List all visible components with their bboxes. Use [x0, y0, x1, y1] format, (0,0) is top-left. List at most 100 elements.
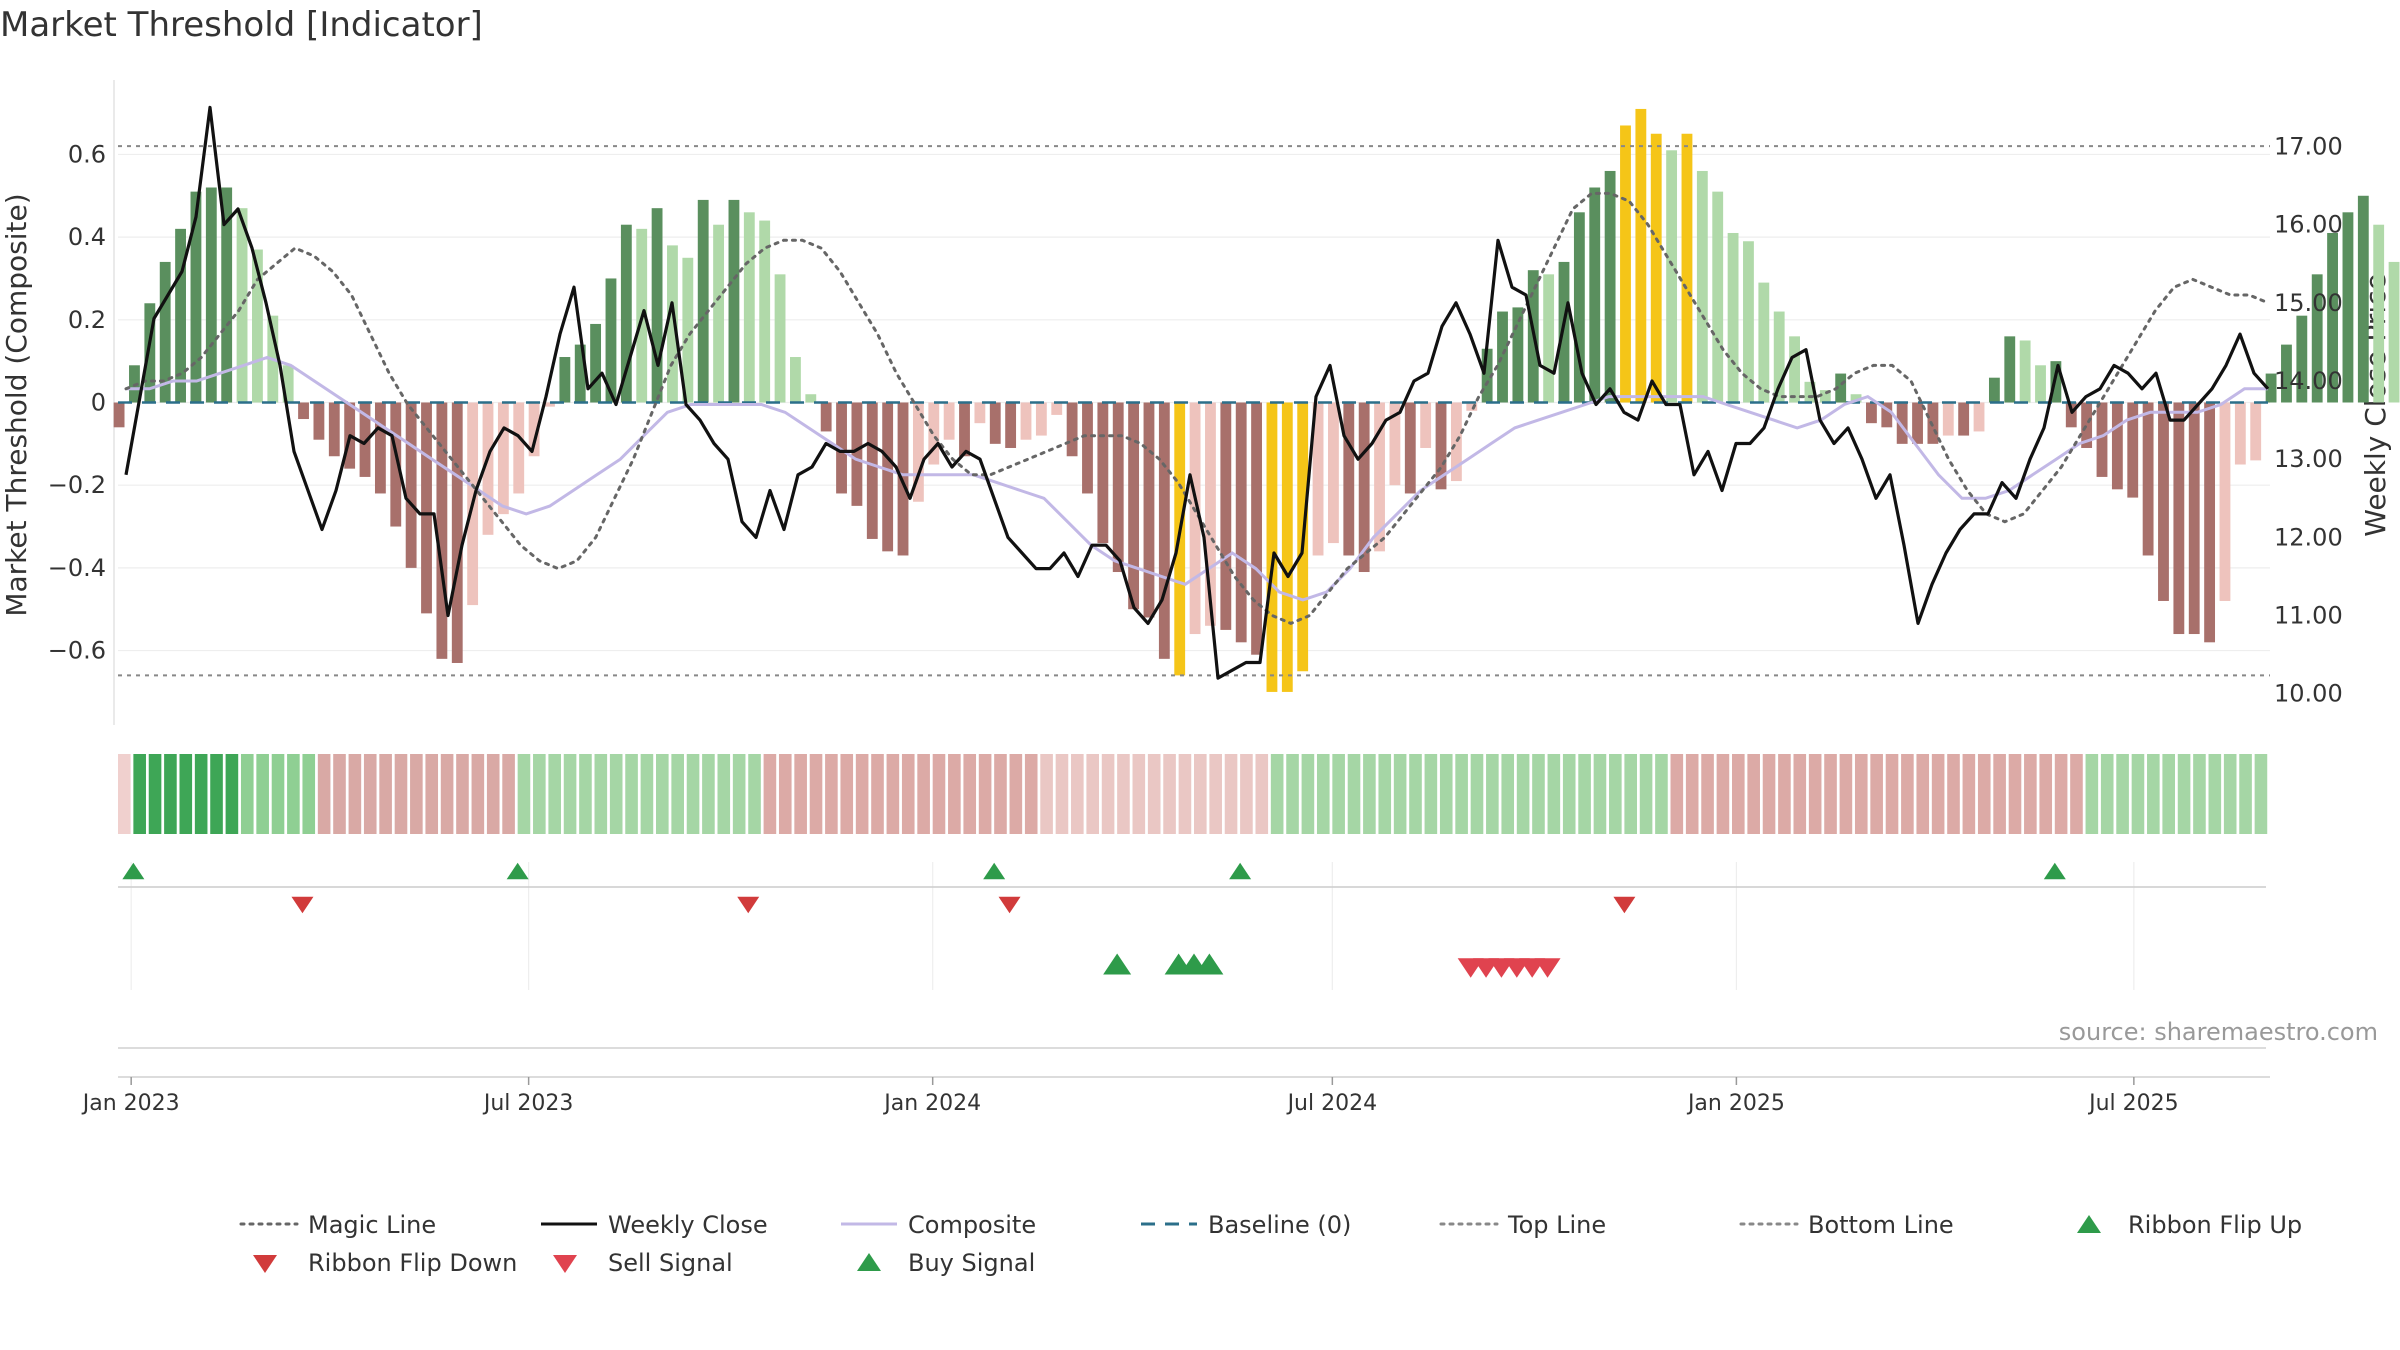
composite-bar [774, 274, 786, 403]
composite-bar [989, 402, 1001, 444]
ribbon-cell [656, 754, 669, 834]
x-tick-label: Jan 2025 [1686, 1091, 1785, 1116]
composite-bar [2342, 212, 2354, 403]
ribbon-cell [317, 754, 331, 834]
ribbon-cell [994, 754, 1007, 834]
ribbon-cell [2039, 754, 2053, 834]
composite-bar [405, 402, 417, 568]
composite-bar [221, 187, 233, 403]
ribbon-cell [1655, 754, 1668, 834]
y-tick-label-left: −0.4 [48, 554, 106, 582]
ribbon-cell [2070, 754, 2083, 834]
composite-bar [313, 402, 325, 440]
y-tick-label-right: 10.00 [2274, 680, 2343, 708]
ribbon-cell [148, 754, 162, 834]
composite-bar [1343, 402, 1355, 556]
ribbon-cell [1132, 754, 1146, 834]
legend-label: Top Line [1507, 1211, 1606, 1239]
ribbon-cell [1486, 754, 1499, 834]
x-tick-label: Jul 2024 [1286, 1091, 1378, 1116]
ribbon-cell [686, 754, 700, 834]
composite-bar [1819, 390, 1831, 403]
composite-bar [912, 402, 924, 502]
ribbon-cell [1024, 754, 1038, 834]
composite-bar [743, 212, 755, 403]
composite-bar [113, 402, 125, 428]
ribbon-cell [1270, 754, 1284, 834]
ribbon-cell [164, 754, 177, 834]
legend-label: Composite [908, 1211, 1036, 1239]
composite-bar [1189, 402, 1201, 635]
ribbon-cell [410, 754, 423, 834]
ribbon-cell [1716, 754, 1730, 834]
composite-bar [1051, 402, 1063, 415]
composite-bar [559, 357, 571, 403]
ribbon-cell [871, 754, 884, 834]
ribbon-cell [1839, 754, 1853, 834]
composite-bar [820, 402, 832, 432]
ribbon-cell [2254, 754, 2268, 834]
legend-label: Buy Signal [908, 1249, 1035, 1277]
ribbon-cell [2100, 754, 2114, 834]
legend-label: Sell Signal [608, 1249, 733, 1277]
composite-bar [1573, 212, 1585, 403]
composite-bar [513, 402, 525, 494]
composite-bar [451, 402, 463, 663]
composite-bar [574, 344, 586, 403]
ribbon-cell [1685, 754, 1699, 834]
legend-swatch [553, 1255, 577, 1273]
ribbon-cell [1639, 754, 1653, 834]
composite-bar [436, 402, 448, 659]
ribbon-cell [1378, 754, 1392, 834]
ribbon-cell [348, 754, 362, 834]
composite-bar [1005, 402, 1017, 448]
y-tick-label-left: 0.6 [68, 140, 106, 168]
ribbon-cell [2054, 754, 2068, 834]
ribbon-cell [825, 754, 838, 834]
ribbon-cell [748, 754, 761, 834]
composite-bar [2357, 195, 2369, 403]
composite-bar [1589, 187, 1601, 403]
x-tick-label: Jul 2025 [2087, 1091, 2179, 1116]
composite-bar [974, 402, 986, 424]
ribbon-cell [1086, 754, 1100, 834]
composite-bar [1988, 377, 2000, 403]
composite-bar [2281, 344, 2292, 403]
ribbon-cell [1808, 754, 1822, 834]
ribbon-cell [2162, 754, 2176, 834]
sell-signal-marker [1534, 958, 1561, 978]
ribbon-cell [932, 754, 946, 834]
composite-bar [620, 224, 632, 403]
ribbon-cell [1163, 754, 1176, 834]
composite-bar [1973, 402, 1985, 432]
composite-bar [1450, 402, 1462, 482]
composite-bar [959, 402, 970, 457]
composite-bar [2158, 402, 2169, 601]
legend-label: Ribbon Flip Down [308, 1249, 517, 1277]
composite-bar [2250, 402, 2262, 461]
composite-bar [2388, 261, 2400, 403]
composite-bar [1650, 133, 1662, 403]
ribbon-cell [809, 754, 823, 834]
ribbon-cell [1301, 754, 1315, 834]
ribbon-cell [1977, 754, 1991, 834]
ribbon-cell [1224, 754, 1238, 834]
ribbon-cell [594, 754, 608, 834]
composite-bar [2035, 365, 2046, 403]
ribbon-cell [1931, 754, 1945, 834]
composite-bar [1128, 402, 1140, 610]
composite-bar [1481, 348, 1493, 403]
composite-bar [190, 191, 202, 403]
legend-label: Magic Line [308, 1211, 436, 1239]
ribbon-cell [1901, 754, 1914, 834]
ribbon-cell [1609, 754, 1622, 834]
composite-bar [1604, 170, 1616, 403]
composite-bar [1435, 402, 1447, 490]
ribbon-cell [486, 754, 500, 834]
x-tick-label: Jul 2023 [482, 1091, 574, 1116]
ribbon-cell [1009, 754, 1023, 834]
ribbon-cell [1393, 754, 1407, 834]
ribbon-cell [1670, 754, 1684, 834]
composite-bar [943, 402, 955, 440]
ribbon-cell [1532, 754, 1545, 834]
